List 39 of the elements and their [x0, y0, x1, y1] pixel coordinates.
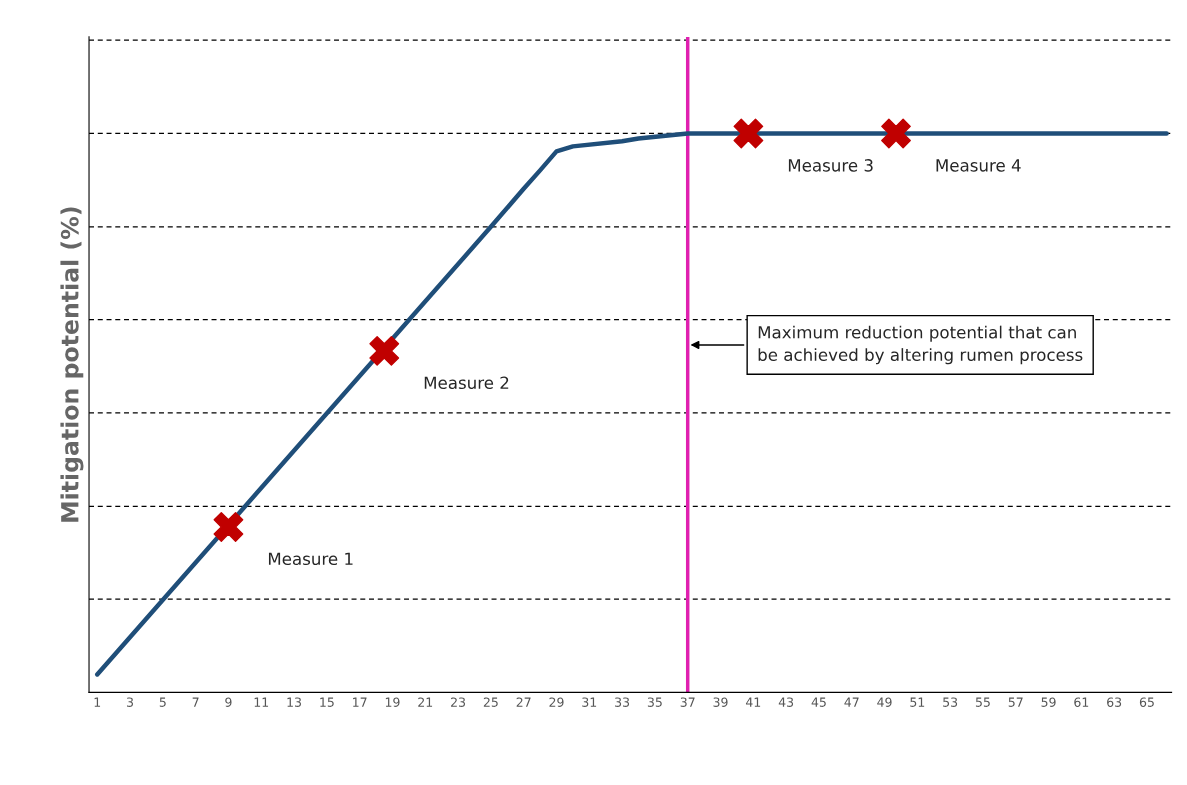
x-tick-label: 43: [778, 697, 794, 707]
x-tick-label: 33: [615, 697, 630, 707]
x-tick-label: 59: [1041, 697, 1056, 707]
x-tick-label: 53: [943, 697, 958, 707]
x-tick-label: 19: [385, 697, 400, 707]
x-tick-label: 57: [1008, 697, 1023, 707]
x-tick-label: 3: [127, 697, 134, 707]
annotation: Measure 1: [268, 552, 353, 566]
x-tick-label: 45: [811, 697, 826, 707]
x-tick-label: 47: [844, 697, 859, 707]
x-tick-label: 51: [910, 697, 925, 707]
x-tick-label: 17: [353, 697, 367, 707]
x-tick-label: 37: [680, 697, 695, 707]
x-tick-label: 27: [516, 697, 531, 707]
x-tick-label: 9: [225, 697, 232, 707]
x-tick-label: 21: [418, 697, 433, 707]
x-tick-label: 65: [1139, 697, 1154, 707]
x-tick-label: 29: [549, 697, 564, 707]
x-tick-label: 35: [647, 697, 662, 707]
x-tick-label: 5: [159, 697, 166, 707]
x-tick-label: 1: [94, 697, 101, 707]
ref-line-label: Maximum reduction potential that can be achieved by altering rumen process: [758, 325, 1083, 365]
y-axis-title: Mitigation potential (%): [60, 207, 84, 522]
x-tick-label: 31: [582, 697, 597, 707]
x-tick-label: 15: [320, 697, 334, 707]
x-tick-label: 7: [192, 697, 199, 707]
annotation: Measure 2: [424, 376, 509, 390]
x-tick-label: 55: [975, 697, 990, 707]
x-tick-label: 61: [1074, 697, 1089, 707]
x-tick-label: 11: [254, 697, 269, 707]
x-tick-label: 25: [483, 697, 498, 707]
x-tick-label: 23: [451, 697, 466, 707]
x-tick-label: 41: [745, 697, 761, 707]
x-tick-label: 49: [877, 697, 892, 707]
x-tick-label: 63: [1107, 697, 1122, 707]
annotation: Measure 3: [788, 159, 873, 172]
annotation: Measure 4: [936, 159, 1021, 172]
x-tick-label: 39: [713, 697, 728, 707]
x-tick-label: 13: [287, 697, 301, 707]
